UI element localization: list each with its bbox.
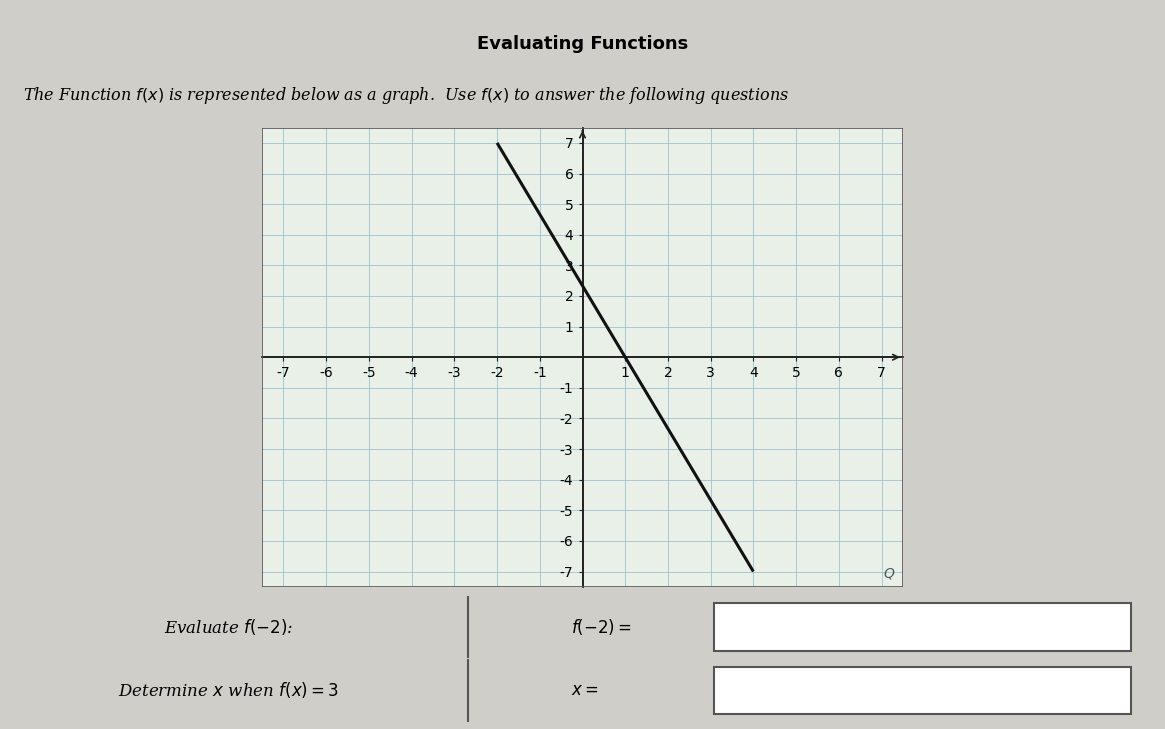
- FancyBboxPatch shape: [714, 603, 1130, 651]
- Text: Evaluate $f(-2)$:: Evaluate $f(-2)$:: [164, 617, 294, 637]
- FancyBboxPatch shape: [714, 666, 1130, 714]
- Text: Evaluating Functions: Evaluating Functions: [476, 35, 689, 52]
- Text: $x =$: $x =$: [571, 682, 599, 699]
- Text: Q: Q: [883, 566, 895, 581]
- Text: The Function $f(\mathit{x})$ is represented below as a graph.  Use $f(\mathit{x}: The Function $f(\mathit{x})$ is represen…: [23, 85, 789, 106]
- Text: $f(-2) =$: $f(-2) =$: [571, 617, 631, 637]
- Text: Determine $x$ when $f(x) = 3$: Determine $x$ when $f(x) = 3$: [118, 680, 339, 701]
